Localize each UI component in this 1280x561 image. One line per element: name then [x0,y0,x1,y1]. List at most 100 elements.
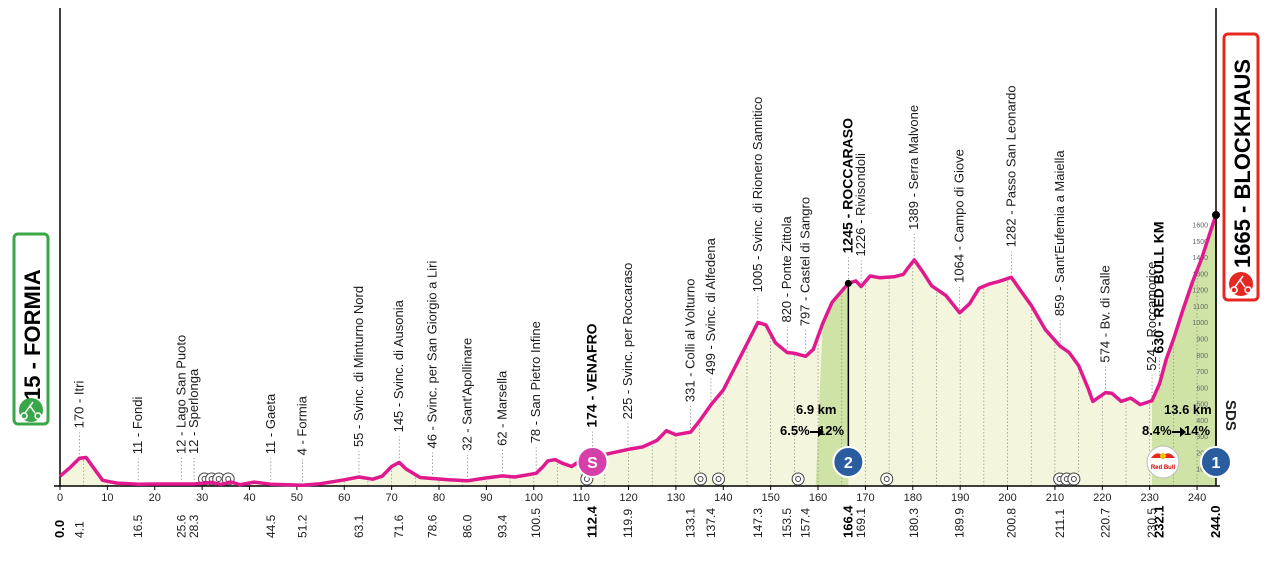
waypoint-km: 86.0 [460,514,474,538]
waypoint-km: 230.5 [1145,508,1159,538]
x-tick-label: 70 [386,492,398,504]
roundabout-icon [1067,472,1081,486]
x-tick-label: 50 [291,492,303,504]
x-tick-label: 210 [1046,492,1064,504]
kom-2-badge-text: 2 [844,455,853,472]
waypoint-km: 78.6 [425,514,439,538]
x-tick-label: 160 [809,492,827,504]
waypoint-km: 166.4 [840,505,855,538]
waypoint-label: 32 - Sant'Apollinare [459,338,474,451]
altitude-scale-label: 900 [1196,337,1208,344]
redbull-label: Red Bull [1151,465,1176,471]
altitude-scale-label: 1200 [1192,288,1208,295]
waypoint-km: 16.5 [131,514,145,538]
roundabout-icon [694,472,708,486]
altitude-scale-label: 700 [1196,369,1208,376]
roundabout-icon [712,472,726,486]
waypoint-km: 211.1 [1053,509,1067,538]
gradient-avg: 8.4% [1142,423,1172,438]
x-tick-label: 30 [196,492,208,504]
x-tick-label: 170 [856,492,874,504]
waypoint-label: 1245 - ROCCARASO [839,118,855,253]
waypoint-label: 11 - Gaeta [263,393,278,454]
gradient-length: 6.9 km [796,402,836,417]
x-tick-label: 140 [714,492,732,504]
waypoint-km: 112.4 [585,505,600,538]
altitude-scale-label: 1100 [1193,304,1208,311]
profile-area [60,215,1216,486]
x-tick-label: 120 [619,492,637,504]
waypoint-label: 145 - Svinc. di Ausonia [391,299,406,432]
waypoint-km: 180.3 [907,508,921,538]
waypoint-km: 220.7 [1099,508,1113,538]
waypoint-km: 28.3 [187,514,201,538]
railway-crossing-icon [791,472,805,486]
finish-point [1212,211,1220,219]
waypoint-label: 1226 - Rivisondoli [853,153,868,256]
waypoint-label: 1282 - Passo San Leonardo [1003,85,1018,247]
waypoint-km: 232.1 [1152,505,1167,538]
cyclist-icon [19,398,43,422]
altitude-scale-label: 1600 [1192,223,1208,230]
waypoint-km: 63.1 [352,514,366,538]
cyclist-icon [1229,272,1253,296]
waypoint-label: 574 - Bv. di Salle [1098,265,1113,362]
sprint-s-badge [576,446,609,478]
x-tick-label: 200 [998,492,1016,504]
gradient-max: 12% [818,423,844,438]
waypoint-label: 331 - Colli al Volturno [683,279,698,403]
waypoint-km: 100.5 [529,508,543,538]
x-tick-label: 10 [101,492,113,504]
finish-km: 244.0 [1208,505,1223,538]
gradient-box-blockhaus: 13.6 km 8.4% 14% [1142,402,1212,438]
altitude-scale-label: 1000 [1192,320,1208,327]
waypoint-km: 119.9 [621,509,635,538]
climb-section-blockhaus-climb [1152,215,1216,486]
waypoint-label: 12 - Sperlonga [186,368,201,454]
kom-1-badge [1200,446,1232,478]
waypoint-label: 630 - RED BULL KM [1151,221,1167,353]
waypoint-label: 820 - Ponte Zittola [779,216,794,323]
x-tick-label: 40 [243,492,255,504]
gradient-length: 13.6 km [1164,402,1212,417]
start-badge: 15 - FORMIA [12,232,50,426]
altitude-scale-label: 600 [1196,385,1208,392]
finish-badge: 1665 - BLOCKHAUS [1222,32,1260,302]
waypoint-label: 1064 - Campo di Giove [952,149,967,283]
x-tick-label: 90 [480,492,492,504]
waypoint-km: 4.1 [72,521,86,538]
waypoint-label: 12 - Lago San Puoto [173,335,188,454]
climb-section-roccaraso-climb [815,283,849,486]
waypoint-km: 147.3 [751,508,765,538]
waypoint-label: 78 - San Pietro Infine [528,321,543,443]
waypoint-label: 11 - Fondi [130,397,145,455]
finish-label: 1665 - BLOCKHAUS [1230,59,1255,268]
waypoint-km: 157.4 [799,508,813,538]
waypoint-label: 225 - Svinc. per Roccaraso [620,263,635,420]
kom-2-badge [832,446,865,478]
x-tick-label: 240 [1188,492,1206,504]
gradient-max: 14% [1184,423,1210,438]
gradient-box-roccaraso: 6.9 km 6.5% 12% [780,402,844,438]
x-tick-label: 130 [667,492,685,504]
arrow-right-icon [1172,427,1186,437]
waypoint-km: 153.5 [780,508,794,538]
start-km: 0.0 [52,520,67,538]
railway-crossing-icon [880,472,894,486]
waypoint-label: 46 - Svinc. per San Giorgio a Liri [424,261,439,449]
gradient-avg: 6.5% [780,423,810,438]
waypoint-label: 859 - Sant'Eufemia a Maiella [1052,150,1067,317]
waypoint-label: 499 - Svinc. di Alfedena [703,237,718,374]
altitude-scale-label: 1500 [1192,239,1208,246]
x-tick-label: 60 [338,492,350,504]
waypoint-label: 1389 - Serra Malvone [906,105,921,230]
altitude-scale-label: 100 [1196,467,1208,474]
x-tick-label: 20 [149,492,161,504]
waypoint-label: 524 - Roccamorice [1144,262,1159,371]
redbull-badge: Red Bull [1146,445,1180,479]
waypoint-label: 62 - Marsella [495,370,510,446]
x-tick-label: 150 [761,492,779,504]
waypoint-km: 169.1 [854,508,868,538]
sds-logo: SDS [1222,400,1239,431]
